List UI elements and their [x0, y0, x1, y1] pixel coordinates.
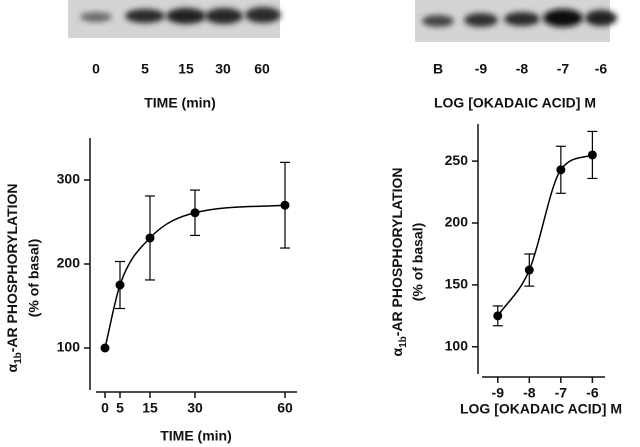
lane-label: -9 [475, 61, 488, 77]
lane-label: 5 [141, 61, 149, 77]
blot-label: LOG [OKADAIC ACID] M [434, 95, 596, 111]
data-point [280, 200, 290, 210]
x-tick-label: -7 [555, 385, 568, 401]
y-axis-label: α1b-AR PHOSPHORYLATION [4, 183, 24, 372]
data-point [100, 343, 110, 353]
x-tick-label: -9 [492, 385, 505, 401]
blot-label: TIME (min) [144, 95, 216, 111]
data-line [497, 154, 593, 317]
lane-label: 0 [92, 61, 100, 77]
y-label-part: -AR PHOSPHORYLATION [389, 167, 405, 336]
lane-label: B [433, 61, 443, 77]
y-tick-label: 100 [445, 337, 469, 353]
x-tick-label: 15 [142, 400, 158, 416]
x-tick-label: 60 [277, 400, 293, 416]
y-axis-label: α1b-AR PHOSPHORYLATION [389, 167, 409, 356]
lane-label: -6 [595, 61, 608, 77]
y-tick-label: 200 [445, 214, 469, 230]
y-label-part: 1b [13, 352, 24, 364]
y-label-part: -AR PHOSPHORYLATION [4, 183, 20, 352]
x-tick-label: 30 [187, 400, 203, 416]
y-tick-label: 200 [57, 255, 81, 271]
y-label-part: α [389, 348, 405, 357]
lane-label: 15 [178, 61, 194, 77]
data-point [493, 311, 503, 321]
x-tick-label: 5 [116, 400, 124, 416]
data-point [115, 280, 125, 290]
data-point [524, 265, 534, 275]
y-tick-label: 150 [445, 276, 469, 292]
x-axis-label: LOG [OKADAIC ACID] M [460, 401, 622, 417]
x-tick-label: -8 [523, 385, 536, 401]
data-point [556, 165, 566, 175]
y-axis-sublabel: (% of basal) [410, 223, 426, 302]
y-tick-label: 100 [57, 339, 81, 355]
data-point [190, 208, 200, 218]
blot-right [415, 0, 617, 42]
y-label-part: 1b [398, 336, 409, 348]
x-tick-label: -6 [586, 385, 599, 401]
data-point [587, 150, 597, 160]
lane-label: 60 [254, 61, 270, 77]
x-tick-label: 0 [101, 400, 109, 416]
y-axis-sublabel: (% of basal) [26, 239, 42, 318]
lane-label: -8 [516, 61, 529, 77]
lane-label: 30 [215, 61, 231, 77]
blot-left [68, 0, 281, 38]
data-point [145, 233, 155, 243]
x-axis-label: TIME (min) [160, 428, 232, 444]
y-tick-label: 300 [57, 171, 81, 187]
lane-label: -7 [557, 61, 570, 77]
y-label-part: α [4, 364, 20, 373]
y-tick-label: 250 [445, 152, 469, 168]
